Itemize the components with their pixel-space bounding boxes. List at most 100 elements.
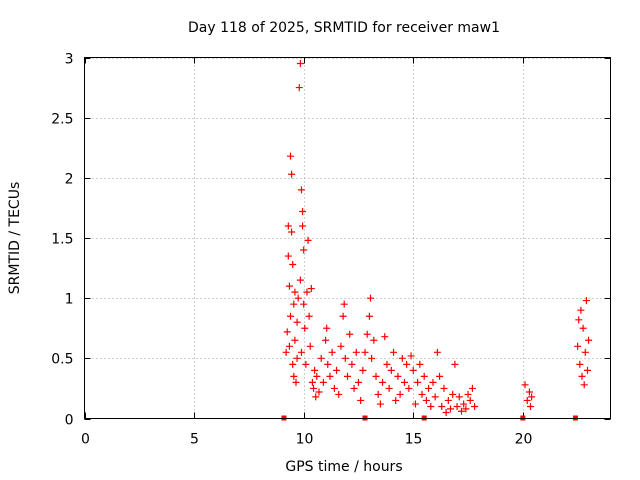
data-point	[381, 333, 389, 341]
data-point	[299, 222, 307, 230]
data-point	[330, 384, 338, 392]
data-point	[319, 378, 327, 386]
data-point	[409, 366, 417, 374]
data-point	[418, 390, 426, 398]
chart-title: Day 118 of 2025, SRMTID for receiver maw…	[188, 20, 500, 36]
data-point	[372, 372, 380, 380]
x-axis-label: GPS time / hours	[285, 459, 402, 475]
data-point	[333, 366, 341, 374]
data-point	[302, 360, 310, 368]
data-point	[282, 348, 290, 356]
data-point	[438, 402, 446, 410]
data-point	[585, 336, 593, 344]
data-point	[447, 405, 455, 413]
x-tick-label: 10	[296, 432, 314, 448]
data-point	[460, 400, 468, 408]
data-point	[310, 384, 318, 392]
data-point	[462, 405, 470, 413]
plot-frame	[84, 57, 611, 419]
data-point	[440, 384, 448, 392]
data-points	[282, 60, 593, 416]
data-point	[379, 378, 387, 386]
data-point	[291, 336, 299, 344]
data-point	[295, 84, 303, 92]
data-point	[294, 294, 302, 302]
data-point	[368, 354, 376, 362]
y-tick-labels: 0 0.5 1 1.5 2 2.5 3	[51, 52, 73, 429]
data-point	[283, 328, 291, 336]
data-point	[290, 372, 298, 380]
data-point	[303, 288, 311, 296]
data-point	[339, 312, 347, 320]
data-point	[287, 312, 295, 320]
data-point	[365, 312, 373, 320]
data-point	[312, 393, 320, 401]
data-point	[400, 378, 408, 386]
data-point	[442, 408, 450, 416]
data-point	[324, 360, 332, 368]
data-point	[581, 348, 589, 356]
data-point	[449, 390, 457, 398]
y-tick-label: 1	[65, 292, 74, 308]
grid-lines	[84, 57, 611, 419]
x-tick-label: 5	[190, 432, 199, 448]
data-point	[293, 318, 301, 326]
y-tick-label: 3	[65, 52, 74, 68]
data-point	[420, 372, 428, 380]
data-point	[346, 330, 354, 338]
y-tick-label: 2.5	[51, 112, 73, 128]
data-point	[574, 342, 582, 350]
x-tick-labels: 0 5 10 15 20	[81, 432, 532, 448]
data-point	[444, 396, 452, 404]
data-point	[326, 372, 334, 380]
data-point	[293, 354, 301, 362]
data-point	[396, 390, 404, 398]
data-point	[392, 396, 400, 404]
data-point	[296, 276, 304, 284]
data-point	[394, 372, 402, 380]
data-point	[344, 372, 351, 380]
data-point	[315, 388, 323, 396]
data-point	[457, 407, 465, 415]
data-point	[453, 402, 461, 410]
data-point	[433, 348, 441, 356]
data-point	[352, 348, 360, 356]
data-point	[464, 390, 472, 398]
data-point	[436, 372, 444, 380]
data-point	[357, 396, 365, 404]
data-point	[416, 360, 424, 368]
data-point	[300, 246, 308, 254]
data-point	[290, 300, 298, 308]
data-point	[577, 306, 585, 314]
x-tick-label: 0	[81, 432, 90, 448]
data-point	[292, 378, 300, 386]
y-axis-label: SRMTID / TECUs	[7, 182, 23, 295]
data-point	[291, 288, 299, 296]
data-point	[429, 378, 437, 386]
data-point	[335, 390, 343, 398]
data-point	[370, 336, 378, 344]
data-point	[288, 228, 296, 236]
data-point	[398, 354, 406, 362]
data-point	[305, 312, 313, 320]
data-point	[285, 282, 293, 290]
data-point	[471, 402, 479, 410]
data-point	[363, 330, 371, 338]
data-point	[323, 324, 331, 332]
data-point	[575, 316, 583, 324]
data-point	[322, 336, 330, 344]
data-point	[289, 260, 297, 268]
data-point	[359, 366, 367, 374]
data-point	[422, 396, 430, 404]
x-tick-label: 15	[405, 432, 423, 448]
data-point	[337, 342, 345, 350]
data-point	[527, 402, 535, 410]
data-point	[306, 342, 314, 350]
data-point	[304, 236, 312, 244]
data-point	[411, 400, 419, 408]
data-point	[376, 400, 384, 408]
data-point	[466, 396, 474, 404]
data-point	[288, 170, 296, 178]
axis-ticks	[84, 57, 611, 420]
